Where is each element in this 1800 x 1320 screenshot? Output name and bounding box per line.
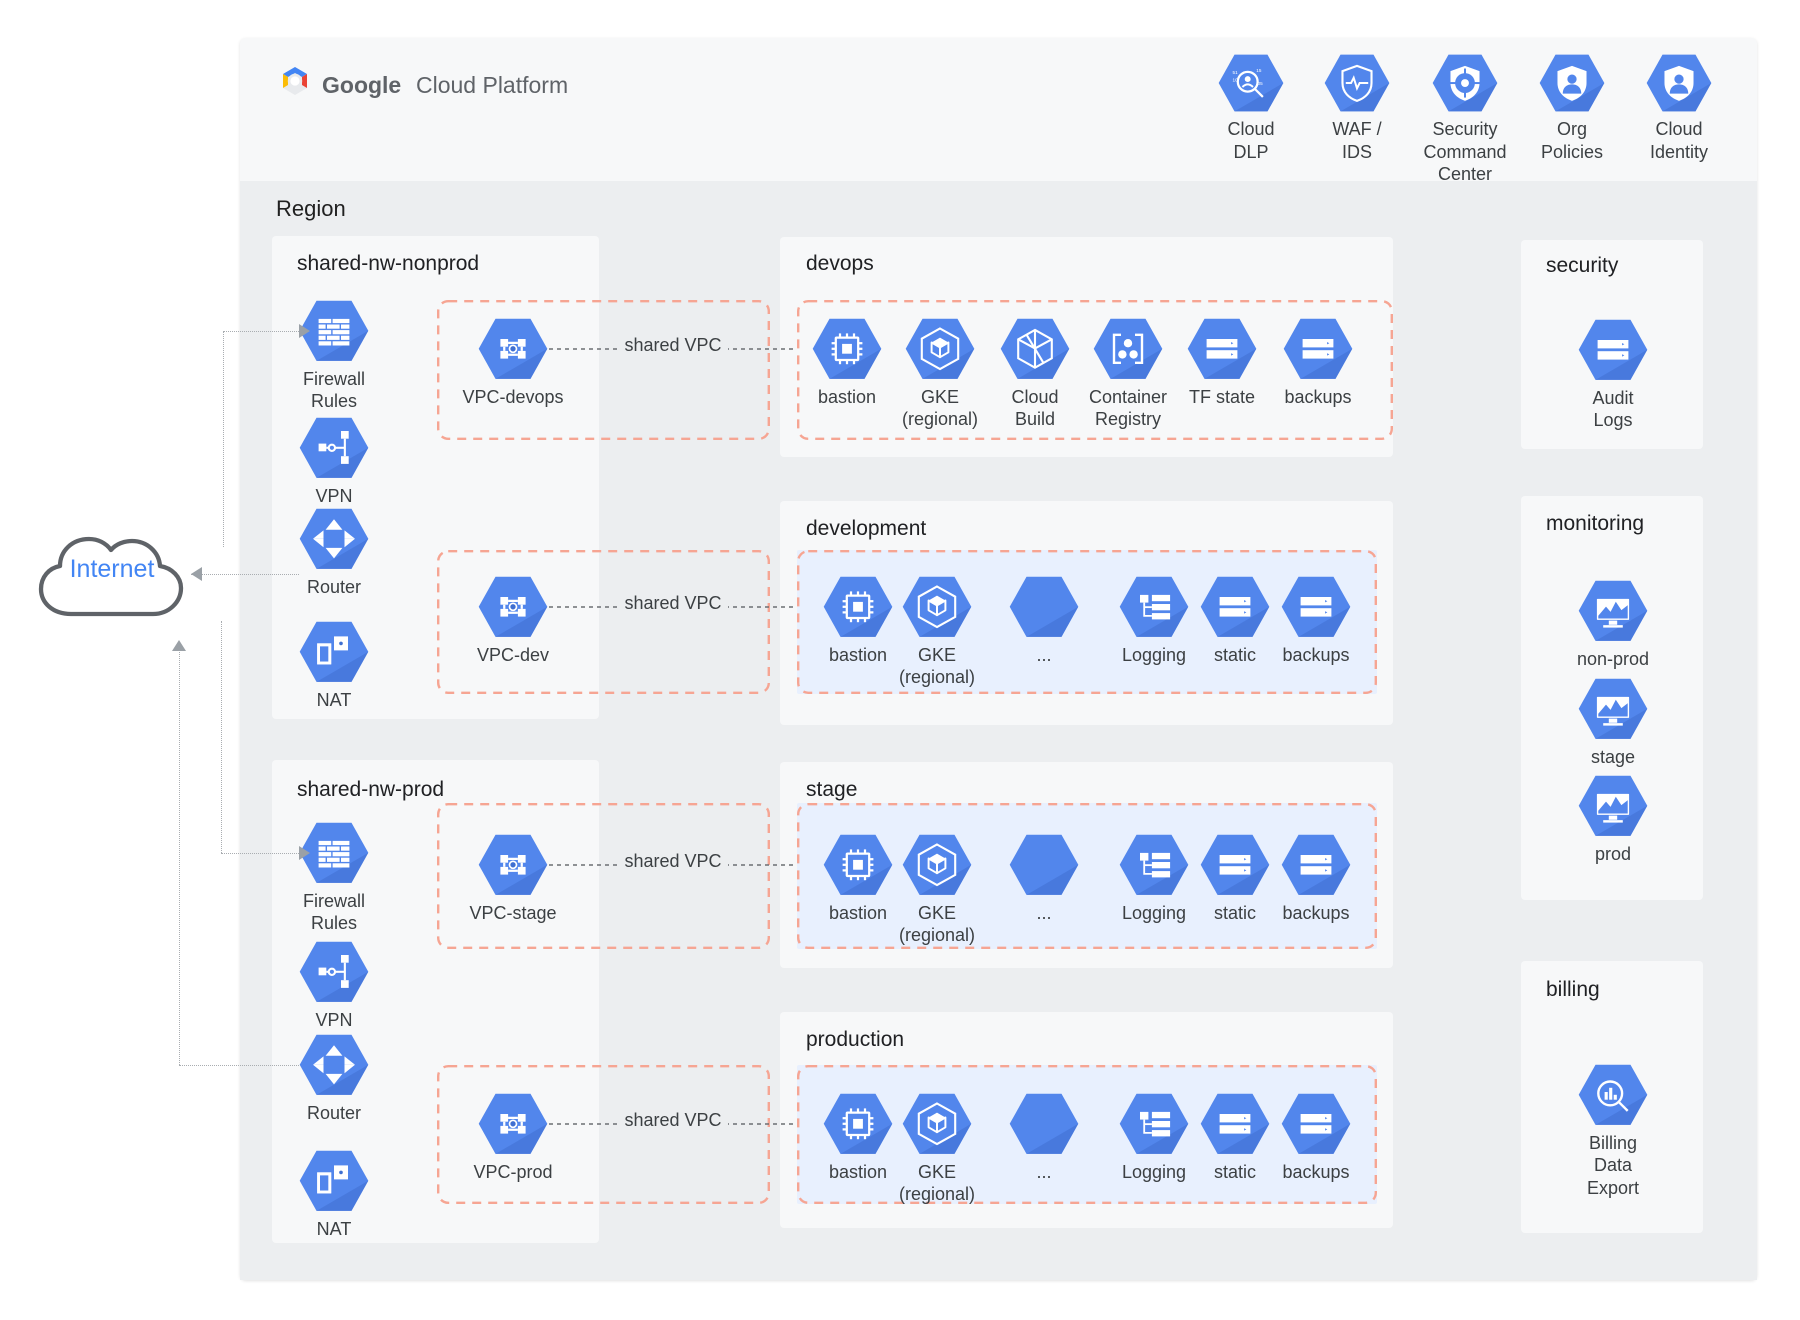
svg-text:10: 10: [1233, 78, 1239, 83]
svg-text:05: 05: [1258, 81, 1264, 86]
svg-text:Cloud Platform: Cloud Platform: [416, 72, 568, 98]
svg-text:Google: Google: [322, 72, 401, 98]
svg-text:51: 51: [1233, 70, 1239, 75]
svg-text:15: 15: [1256, 68, 1262, 73]
